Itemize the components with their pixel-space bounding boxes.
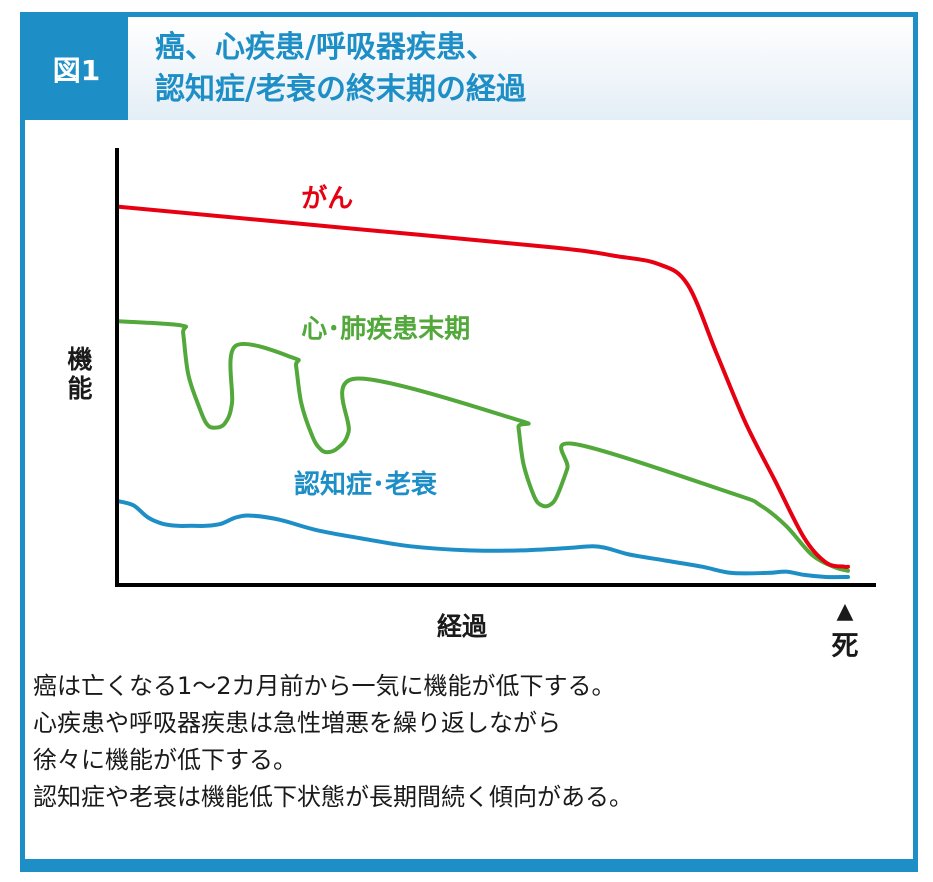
caption-line-1: 癌は亡くなる1～2カ月前から一気に機能が低下する。 bbox=[33, 672, 616, 700]
series-label-1: 心･肺疾患末期 bbox=[301, 314, 470, 345]
figure-frame: 図1 癌、心疾患/呼吸器疾患、 認知症/老衰の終末期の経過 bbox=[20, 12, 918, 872]
x-axis-label: 経過 bbox=[437, 612, 488, 641]
caption-line-3: 徐々に機能が低下する。 bbox=[33, 746, 297, 774]
series-line-2 bbox=[117, 499, 850, 580]
death-label: 死 bbox=[832, 631, 859, 662]
title-line-2: 認知症/老衰の終末期の経過 bbox=[155, 72, 526, 107]
y-axis-label-char-1: 機 bbox=[67, 345, 92, 374]
figure-badge: 図1 bbox=[25, 17, 128, 120]
caption: 癌は亡くなる1～2カ月前から一気に機能が低下する。 心疾患や呼吸器疾患は急性増悪… bbox=[33, 668, 633, 816]
caption-line-4: 認知症や老衰は機能低下状態が長期間続く傾向がある。 bbox=[33, 783, 633, 811]
series-label-2: 認知症･老衰 bbox=[294, 469, 438, 500]
series-label-0: がん bbox=[301, 183, 353, 214]
title-line-1: 癌、心疾患/呼吸器疾患、 bbox=[155, 30, 496, 65]
bottom-bar bbox=[25, 859, 913, 867]
figure-title: 癌、心疾患/呼吸器疾患、 認知症/老衰の終末期の経過 bbox=[155, 27, 526, 111]
figure-header: 図1 癌、心疾患/呼吸器疾患、 認知症/老衰の終末期の経過 bbox=[25, 17, 913, 120]
death-marker: ▲ bbox=[837, 599, 854, 624]
series-line-0 bbox=[117, 204, 850, 570]
series-lines bbox=[117, 204, 850, 580]
caption-line-2: 心疾患や呼吸器疾患は急性増悪を繰り返しながら bbox=[33, 709, 561, 737]
series-line-1 bbox=[117, 319, 850, 573]
y-axis-label-char-2: 能 bbox=[67, 374, 92, 403]
